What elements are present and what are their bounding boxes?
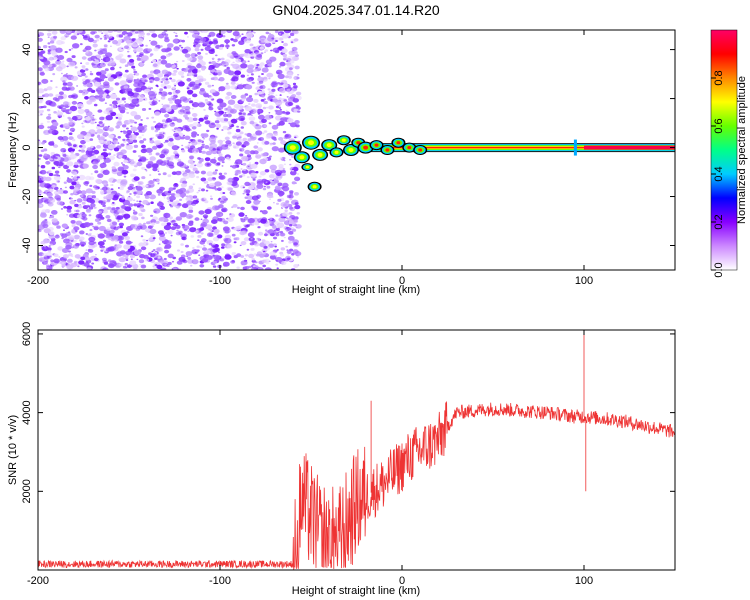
colorbar-tick-label: 0.4 <box>713 166 725 181</box>
y-tick-label: -20 <box>21 189 33 205</box>
x-tick-label: 100 <box>575 575 593 587</box>
y-tick-label: -40 <box>21 238 33 254</box>
y-tick-label: 40 <box>21 43 33 55</box>
snr-y-ticks: 2000 4000 6000 <box>21 322 675 504</box>
snr-plot-area <box>38 333 675 570</box>
spectrogram-y-label: Frequency (Hz) <box>7 112 19 188</box>
colorbar-label: Normalized spectral amplitude <box>736 76 748 224</box>
snr-y-label: SNR (10 * v/v) <box>7 415 19 485</box>
y-tick-label: 2000 <box>21 479 33 503</box>
colorbar-tick-label: 0.0 <box>713 262 725 277</box>
x-tick-label: -100 <box>209 575 231 587</box>
noise-speckle <box>38 30 302 270</box>
snr-series-line <box>38 333 675 570</box>
y-tick-label: 4000 <box>21 400 33 424</box>
spectrogram-y-ticks: -40 -20 0 20 40 <box>21 43 675 253</box>
colorbar-tick-label: 0.6 <box>713 118 725 133</box>
snr-frame <box>37 329 676 571</box>
colorbar-tick-label: 0.2 <box>713 214 725 229</box>
x-tick-label: 0 <box>399 275 405 287</box>
snr-panel: -200 -100 0 100 2000 4000 6000 Height of stra… <box>7 322 676 597</box>
y-tick-label: 20 <box>21 92 33 104</box>
spectrogram-frame <box>37 29 676 271</box>
spectrogram-x-ticks: -200 -100 0 100 <box>27 30 593 287</box>
snr-x-label: Height of straight line (km) <box>292 585 420 597</box>
colorbar-tick-label: 0.8 <box>713 70 725 85</box>
x-tick-label: -200 <box>27 575 49 587</box>
spectrogram-x-label: Height of straight line (km) <box>292 284 420 296</box>
chart-title: GN04.2025.347.01.14.R20 <box>272 2 440 18</box>
spectral-line <box>283 135 675 192</box>
spectrogram-plot-area <box>38 30 675 270</box>
x-tick-label: -200 <box>27 275 49 287</box>
x-tick-label: 100 <box>575 275 593 287</box>
snr-x-ticks: -200 -100 0 100 <box>27 330 593 587</box>
y-tick-label: 6000 <box>21 322 33 346</box>
y-tick-label: 0 <box>21 144 33 150</box>
x-tick-label: -100 <box>209 275 231 287</box>
colorbar-ticks: 0.0 0.2 0.4 0.6 0.8 <box>711 70 725 278</box>
colorbar-bar <box>710 29 738 271</box>
x-tick-label: 0 <box>399 575 405 587</box>
colorbar: 0.0 0.2 0.4 0.6 0.8 Normalized spectral ampl… <box>710 29 748 278</box>
